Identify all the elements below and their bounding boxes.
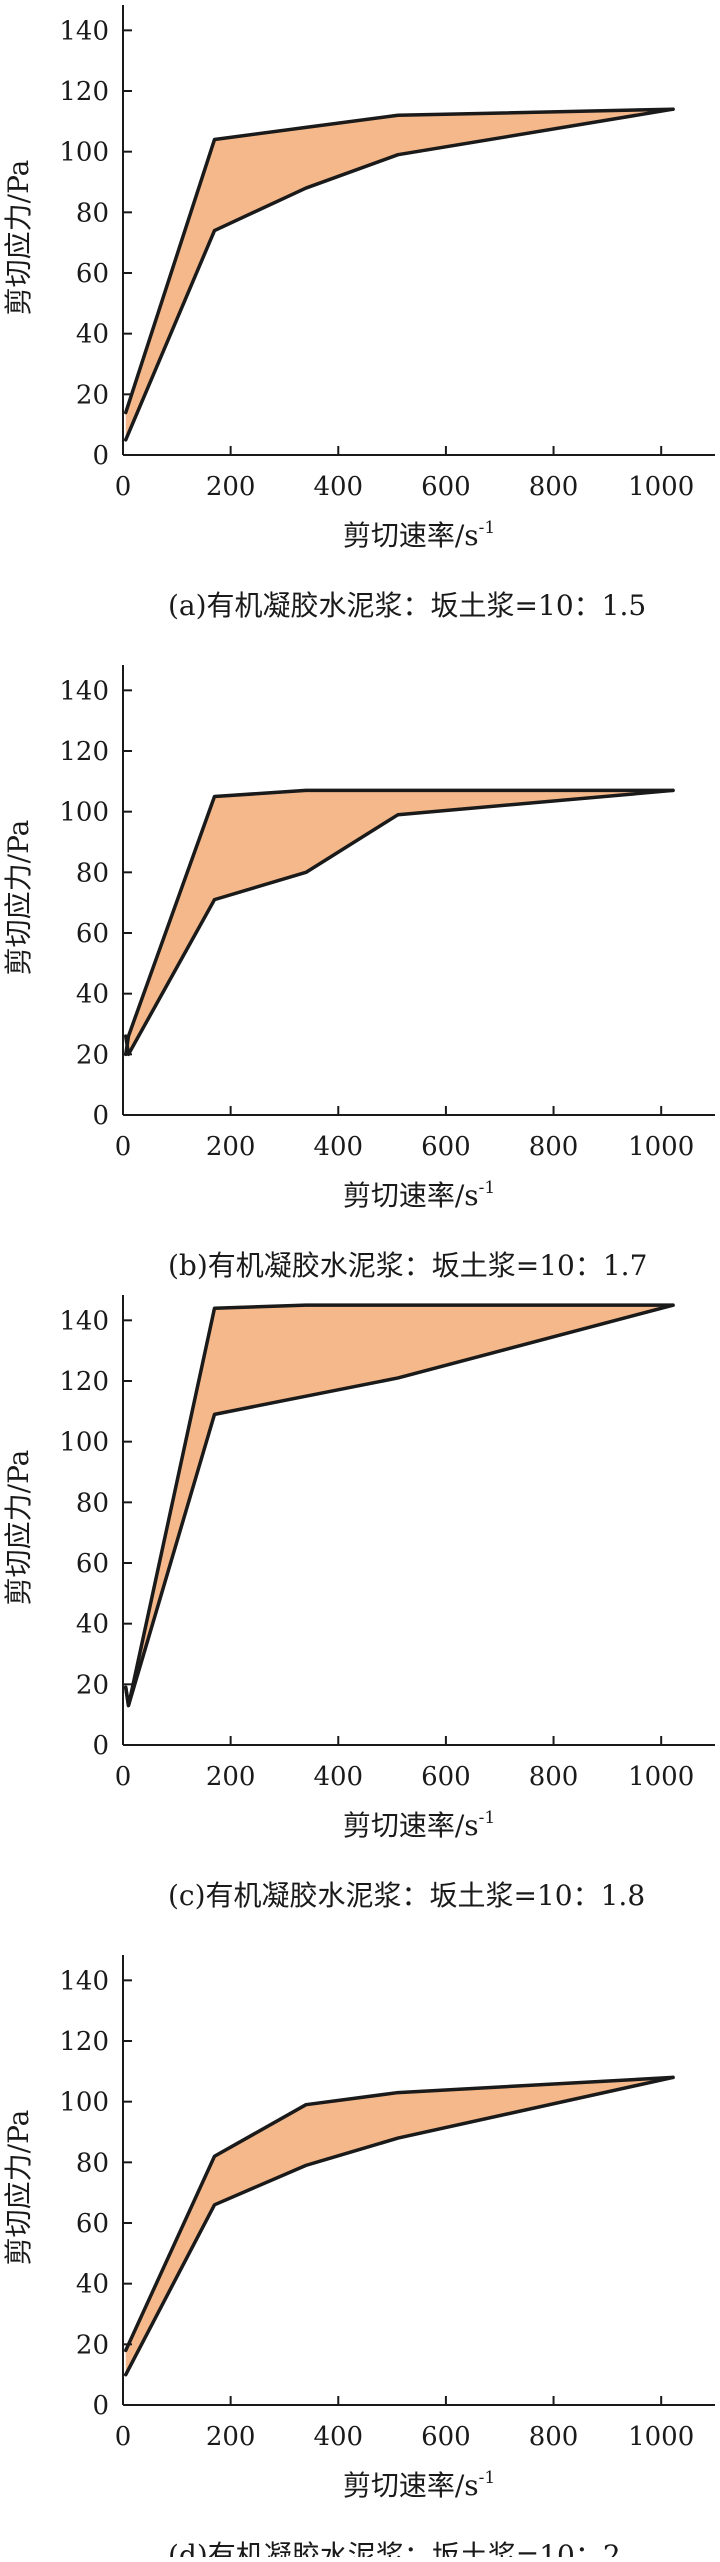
stress-band-fill <box>125 1305 674 1706</box>
y-tick-label: 20 <box>76 1040 109 1070</box>
y-tick-label: 0 <box>92 441 109 471</box>
panel-caption: (d)有机凝胶水泥浆：坂土浆=10：2 <box>168 2539 621 2557</box>
chart-panel-4: 0 20 40 60 80 100 120 140 0 200 400 600 800 1000 剪切应力/… <box>2 1955 715 2562</box>
x-axis-title-superscript: -1 <box>479 2468 496 2488</box>
y-tick-label: 60 <box>76 2209 109 2239</box>
y-axis-title: 剪切应力/Pa <box>2 2110 35 2266</box>
x-tick-label: 600 <box>421 1762 471 1792</box>
y-tick-label: 120 <box>59 77 109 107</box>
x-axis-title-main: 剪切速率/s <box>343 519 479 552</box>
y-tick-label: 140 <box>59 1306 109 1336</box>
x-tick-label: 1000 <box>628 1132 694 1162</box>
x-tick-label: 400 <box>313 1132 363 1162</box>
lower-curve-line <box>123 1303 675 1708</box>
x-tick-label: 0 <box>115 1132 132 1162</box>
x-tick-label: 800 <box>529 2422 579 2452</box>
x-tick-label: 400 <box>313 2422 363 2452</box>
x-tick-label: 200 <box>206 472 256 502</box>
y-tick-label: 0 <box>92 2391 109 2421</box>
lower-curve-line <box>123 2075 675 2377</box>
x-axis-title-main: 剪切速率/s <box>343 1809 479 1842</box>
y-tick-label: 60 <box>76 259 109 289</box>
x-tick-label: 1000 <box>628 472 694 502</box>
x-tick-label: 600 <box>421 1132 471 1162</box>
x-tick-label: 400 <box>313 472 363 502</box>
x-axis-title: 剪切速率/s-1 <box>343 1178 495 1212</box>
y-axis-title: 剪切应力/Pa <box>2 160 35 316</box>
y-tick-label: 100 <box>59 798 109 828</box>
y-tick-label: 20 <box>76 1670 109 1700</box>
x-tick-label: 800 <box>529 472 579 502</box>
y-tick-label: 40 <box>76 320 109 350</box>
x-axis-title-superscript: -1 <box>479 1808 496 1828</box>
x-tick-label: 1000 <box>628 2422 694 2452</box>
lower-curve-line <box>123 107 675 442</box>
panel-caption: (c)有机凝胶水泥浆：坂土浆=10：1.8 <box>168 1879 645 1912</box>
x-tick-label: 0 <box>115 2422 132 2452</box>
y-tick-label: 100 <box>59 138 109 168</box>
chart-panel-3: 0 20 40 60 80 100 120 140 0 200 400 600 800 1000 剪切应力/… <box>2 1295 715 1912</box>
panel-caption: (b)有机凝胶水泥浆：坂土浆=10：1.7 <box>168 1249 647 1282</box>
x-tick-label: 200 <box>206 2422 256 2452</box>
stress-band-fill <box>125 790 674 1055</box>
y-tick-label: 0 <box>92 1731 109 1761</box>
chart-panel-1: 0 20 40 60 80 100 120 140 0 200 400 600 800 1000 剪切应力/… <box>2 5 715 622</box>
y-tick-label: 140 <box>59 1966 109 1996</box>
y-axis-title: 剪切应力/Pa <box>2 820 35 976</box>
y-tick-label: 60 <box>76 919 109 949</box>
upper-curve-line <box>123 788 675 1057</box>
y-tick-label: 40 <box>76 980 109 1010</box>
y-tick-label: 100 <box>59 1428 109 1458</box>
x-tick-label: 0 <box>115 472 132 502</box>
y-tick-label: 120 <box>59 1367 109 1397</box>
y-tick-label: 20 <box>76 380 109 410</box>
stress-band-fill <box>125 109 674 440</box>
y-tick-label: 80 <box>76 858 109 888</box>
y-tick-label: 40 <box>76 1610 109 1640</box>
y-tick-label: 120 <box>59 2027 109 2057</box>
x-tick-label: 1000 <box>628 1762 694 1792</box>
y-tick-label: 40 <box>76 2270 109 2300</box>
y-tick-label: 100 <box>59 2088 109 2118</box>
chart-panel-2: 0 20 40 60 80 100 120 140 0 200 400 600 800 1000 剪切应力/… <box>2 665 715 1282</box>
x-axis-title-main: 剪切速率/s <box>343 2469 479 2502</box>
y-tick-label: 140 <box>59 16 109 46</box>
x-tick-label: 800 <box>529 1762 579 1792</box>
x-axis-title: 剪切速率/s-1 <box>343 518 495 552</box>
x-tick-label: 400 <box>313 1762 363 1792</box>
x-tick-label: 200 <box>206 1762 256 1792</box>
y-tick-label: 120 <box>59 737 109 767</box>
x-axis-title-main: 剪切速率/s <box>343 1179 479 1212</box>
x-axis-title: 剪切速率/s-1 <box>343 1808 495 1842</box>
y-tick-label: 0 <box>92 1101 109 1131</box>
y-tick-label: 140 <box>59 676 109 706</box>
y-tick-label: 80 <box>76 1488 109 1518</box>
lower-curve-line <box>123 788 675 1057</box>
y-tick-label: 80 <box>76 198 109 228</box>
x-tick-label: 600 <box>421 2422 471 2452</box>
x-tick-label: 600 <box>421 472 471 502</box>
x-axis-title: 剪切速率/s-1 <box>343 2468 495 2502</box>
x-axis-title-superscript: -1 <box>479 518 496 538</box>
stress-band-fill <box>125 2077 674 2375</box>
upper-curve-line <box>123 107 675 415</box>
panel-caption: (a)有机凝胶水泥浆：坂土浆=10：1.5 <box>168 589 646 622</box>
upper-curve-line <box>123 2075 675 2353</box>
y-tick-label: 60 <box>76 1549 109 1579</box>
x-tick-label: 0 <box>115 1762 132 1792</box>
y-axis-title: 剪切应力/Pa <box>2 1450 35 1606</box>
x-tick-label: 200 <box>206 1132 256 1162</box>
y-tick-label: 80 <box>76 2148 109 2178</box>
y-tick-label: 20 <box>76 2330 109 2360</box>
x-tick-label: 800 <box>529 1132 579 1162</box>
x-axis-title-superscript: -1 <box>479 1178 496 1198</box>
